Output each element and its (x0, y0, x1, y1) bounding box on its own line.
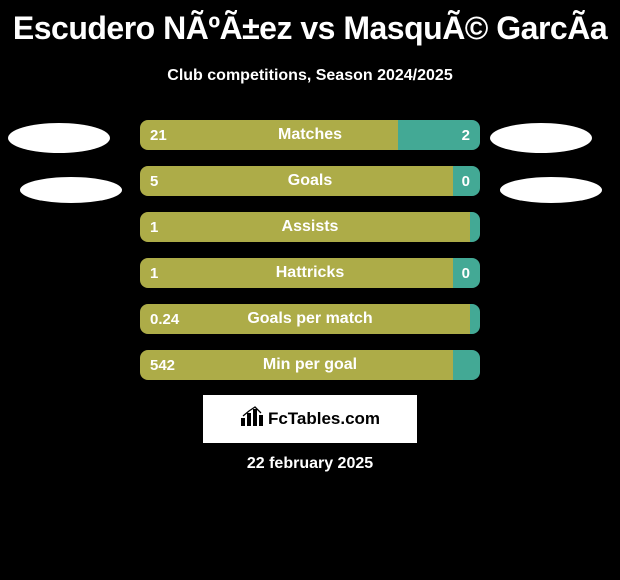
stat-row: 1Assists (0, 212, 620, 242)
bar-container: 10 (140, 258, 480, 288)
bar-right: 0 (453, 166, 480, 196)
bar-left: 1 (140, 212, 470, 242)
stat-value-left: 542 (150, 357, 175, 374)
player-badge-right (490, 123, 592, 153)
date-text: 22 february 2025 (0, 455, 620, 473)
logo-box: FcTables.com (203, 395, 417, 443)
stat-row: 0.24Goals per match (0, 304, 620, 334)
page-title: Escudero NÃºÃ±ez vs MasquÃ© GarcÃ­a (0, 0, 620, 47)
stat-row: 10Hattricks (0, 258, 620, 288)
stat-value-left: 5 (150, 173, 158, 190)
stat-row: 542Min per goal (0, 350, 620, 380)
bar-container: 1 (140, 212, 480, 242)
chart-icon (240, 406, 264, 432)
bar-container: 50 (140, 166, 480, 196)
logo-text: FcTables.com (268, 409, 380, 429)
bar-container: 21 2 (140, 120, 480, 150)
player-badge-left (20, 177, 122, 203)
bar-container: 542 (140, 350, 480, 380)
stat-value-left: 1 (150, 265, 158, 282)
bar-left: 1 (140, 258, 453, 288)
player-badge-right (500, 177, 602, 203)
bar-left: 5 (140, 166, 453, 196)
stat-value-right: 0 (462, 173, 470, 190)
stat-value-left: 0.24 (150, 311, 179, 328)
bar-right: 2 (398, 120, 480, 150)
stat-value-right: 0 (462, 265, 470, 282)
player-badge-left (8, 123, 110, 153)
stat-value-left: 21 (150, 127, 167, 144)
bar-right (470, 304, 480, 334)
bar-left: 542 (140, 350, 453, 380)
bar-right (470, 212, 480, 242)
stats-container: 212Matches50Goals1Assists10Hattricks0.24… (0, 120, 620, 380)
bar-right: 0 (453, 258, 480, 288)
bar-right (453, 350, 480, 380)
stat-value-left: 1 (150, 219, 158, 236)
bar-left: 0.24 (140, 304, 470, 334)
page-subtitle: Club competitions, Season 2024/2025 (0, 67, 620, 85)
bar-container: 0.24 (140, 304, 480, 334)
stat-value-right: 2 (462, 127, 470, 144)
bar-left: 21 (140, 120, 398, 150)
